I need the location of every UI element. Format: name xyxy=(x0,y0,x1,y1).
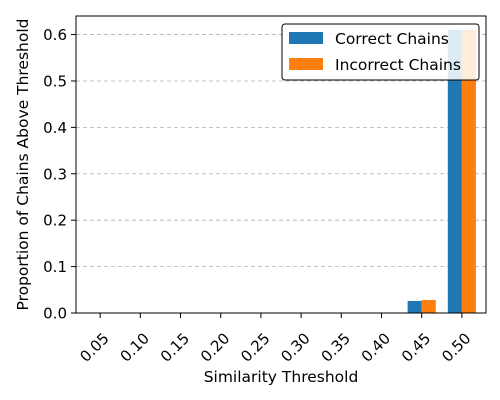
legend-box xyxy=(281,23,480,81)
y-tick-label: 0.6 xyxy=(43,26,67,44)
bars xyxy=(407,29,476,313)
x-tick-label: 0.15 xyxy=(157,329,193,365)
legend: Correct Chains Incorrect Chains xyxy=(281,23,480,81)
y-tick-label: 0.2 xyxy=(43,212,67,230)
x-tick-label: 0.05 xyxy=(76,329,112,365)
y-tick-label: 0.1 xyxy=(43,258,67,276)
x-tick-label: 0.50 xyxy=(438,329,474,365)
x-tick-label: 0.25 xyxy=(237,329,273,365)
bar-correct-0.45 xyxy=(407,300,422,313)
x-tick-label: 0.20 xyxy=(197,329,233,365)
plot-frame xyxy=(75,15,487,314)
bar-incorrect-0.50 xyxy=(461,29,476,313)
x-tick-label: 0.30 xyxy=(277,329,313,365)
y-tick-label: 0.4 xyxy=(43,119,67,137)
x-tick-label: 0.10 xyxy=(117,329,153,365)
legend-swatch-incorrect-chains xyxy=(289,58,323,70)
x-tick-label: 0.45 xyxy=(398,329,434,365)
bar-incorrect-0.45 xyxy=(421,300,436,313)
x-tick-label: 0.40 xyxy=(358,329,394,365)
y-tick-label: 0.3 xyxy=(43,165,67,183)
y-tick-label: 0.5 xyxy=(43,72,67,90)
y-tick-label: 0.0 xyxy=(43,305,67,323)
x-axis: 0.05 0.10 0.15 0.20 0.25 0.30 0.35 0.40 0.45 0.50 xyxy=(76,313,475,366)
y-axis: 0.0 0.1 0.2 0.3 0.4 0.5 0.6 xyxy=(43,26,76,323)
legend-label-correct-chains: Correct Chains xyxy=(335,30,449,48)
x-axis-label: Similarity Threshold xyxy=(204,368,359,386)
x-tick-label: 0.35 xyxy=(318,329,354,365)
legend-swatch-correct-chains xyxy=(289,32,323,44)
y-axis-label: Proportion of Chains Above Threshold xyxy=(14,19,32,311)
legend-label-incorrect-chains: Incorrect Chains xyxy=(335,56,461,74)
bar-correct-0.50 xyxy=(447,29,462,313)
